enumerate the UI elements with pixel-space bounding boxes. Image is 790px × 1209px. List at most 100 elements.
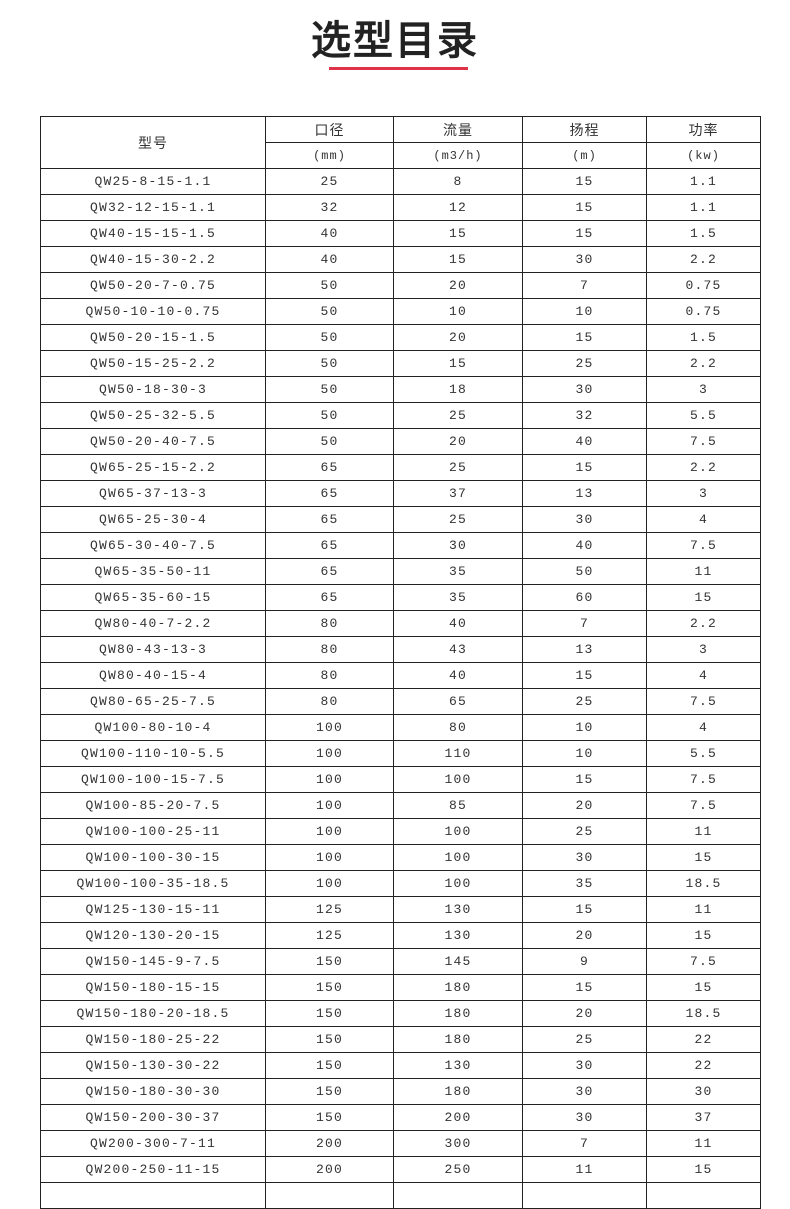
cell-power [646,1182,761,1209]
cell-flow: 37 [393,480,523,507]
cell-caliber: 80 [265,688,394,715]
cell-model [40,1182,266,1209]
cell-model: QW50-18-30-3 [40,376,266,403]
cell-power: 15 [646,922,761,949]
cell-head: 15 [522,974,647,1001]
cell-flow: 130 [393,922,523,949]
cell-caliber: 125 [265,922,394,949]
cell-model: QW100-100-30-15 [40,844,266,871]
cell-caliber: 100 [265,714,394,741]
cell-model: QW100-110-10-5.5 [40,740,266,767]
table-row: QW65-35-50-11 65 35 50 11 [40,558,761,585]
cell-caliber: 65 [265,454,394,481]
cell-head: 20 [522,792,647,819]
cell-model: QW80-65-25-7.5 [40,688,266,715]
header-model: 型号 [40,116,266,169]
cell-model: QW100-80-10-4 [40,714,266,741]
cell-head: 30 [522,1104,647,1131]
cell-flow: 180 [393,1026,523,1053]
cell-model: QW50-10-10-0.75 [40,298,266,325]
cell-caliber: 80 [265,636,394,663]
header-power: 功率 [646,116,761,143]
cell-power: 18.5 [646,870,761,897]
cell-head: 7 [522,272,647,299]
page-title: 选型目录 [311,18,479,64]
table-row: QW150-130-30-22 150 130 30 22 [40,1052,761,1079]
cell-power: 1.5 [646,324,761,351]
cell-power: 7.5 [646,766,761,793]
cell-model: QW65-30-40-7.5 [40,532,266,559]
cell-power: 15 [646,1156,761,1183]
cell-power: 11 [646,896,761,923]
cell-flow: 100 [393,766,523,793]
cell-power: 4 [646,714,761,741]
cell-caliber: 80 [265,610,394,637]
table-row: QW120-130-20-15 125 130 20 15 [40,922,761,949]
cell-head: 11 [522,1156,647,1183]
cell-head: 10 [522,298,647,325]
cell-power: 5.5 [646,740,761,767]
table-row: QW65-37-13-3 65 37 13 3 [40,480,761,507]
cell-model: QW32-12-15-1.1 [40,194,266,221]
cell-caliber: 150 [265,1078,394,1105]
cell-caliber: 50 [265,324,394,351]
cell-flow: 20 [393,272,523,299]
cell-head: 32 [522,402,647,429]
cell-power: 3 [646,636,761,663]
table-row: QW200-300-7-11 200 300 7 11 [40,1130,761,1157]
header-flow: 流量 [393,116,523,143]
cell-power: 2.2 [646,454,761,481]
table-body: QW25-8-15-1.1 25 8 15 1.1 QW32-12-15-1.1 32 12 1… [40,168,761,1209]
cell-power: 3 [646,480,761,507]
cell-power: 37 [646,1104,761,1131]
cell-power: 7.5 [646,428,761,455]
cell-flow: 130 [393,896,523,923]
cell-power: 5.5 [646,402,761,429]
unit-caliber: (mm) [265,142,394,169]
cell-power: 1.1 [646,168,761,195]
cell-head: 10 [522,714,647,741]
cell-caliber: 150 [265,1052,394,1079]
cell-head: 30 [522,1052,647,1079]
cell-caliber: 125 [265,896,394,923]
cell-head: 30 [522,506,647,533]
cell-head: 7 [522,1130,647,1157]
cell-caliber: 150 [265,948,394,975]
cell-power: 0.75 [646,298,761,325]
cell-model: QW50-20-40-7.5 [40,428,266,455]
cell-power: 7.5 [646,688,761,715]
table-row: QW100-100-15-7.5 100 100 15 7.5 [40,766,761,793]
cell-caliber: 50 [265,272,394,299]
cell-flow: 110 [393,740,523,767]
cell-flow: 300 [393,1130,523,1157]
cell-model: QW50-25-32-5.5 [40,402,266,429]
cell-caliber: 65 [265,558,394,585]
cell-model: QW150-145-9-7.5 [40,948,266,975]
table-row: QW65-25-30-4 65 25 30 4 [40,506,761,533]
table-row: QW80-40-7-2.2 80 40 7 2.2 [40,610,761,637]
cell-caliber: 150 [265,1026,394,1053]
cell-power: 15 [646,584,761,611]
cell-power: 11 [646,818,761,845]
unit-row: (mm) (m3/h) (m) (kw) [41,142,761,169]
cell-flow: 8 [393,168,523,195]
table-row: QW50-20-7-0.75 50 20 7 0.75 [40,272,761,299]
cell-flow: 20 [393,428,523,455]
cell-flow: 180 [393,1000,523,1027]
cell-flow: 18 [393,376,523,403]
header-caliber: 口径 [265,116,394,143]
cell-model: QW65-25-30-4 [40,506,266,533]
cell-flow: 25 [393,454,523,481]
cell-model: QW50-15-25-2.2 [40,350,266,377]
table-row: QW100-100-35-18.5 100 100 35 18.5 [40,870,761,897]
cell-model: QW150-180-30-30 [40,1078,266,1105]
cell-flow: 85 [393,792,523,819]
cell-head: 35 [522,870,647,897]
cell-model: QW100-100-15-7.5 [40,766,266,793]
cell-model: QW40-15-30-2.2 [40,246,266,273]
cell-head: 25 [522,818,647,845]
cell-head: 25 [522,350,647,377]
cell-model: QW200-300-7-11 [40,1130,266,1157]
cell-flow: 20 [393,324,523,351]
cell-head: 25 [522,1026,647,1053]
